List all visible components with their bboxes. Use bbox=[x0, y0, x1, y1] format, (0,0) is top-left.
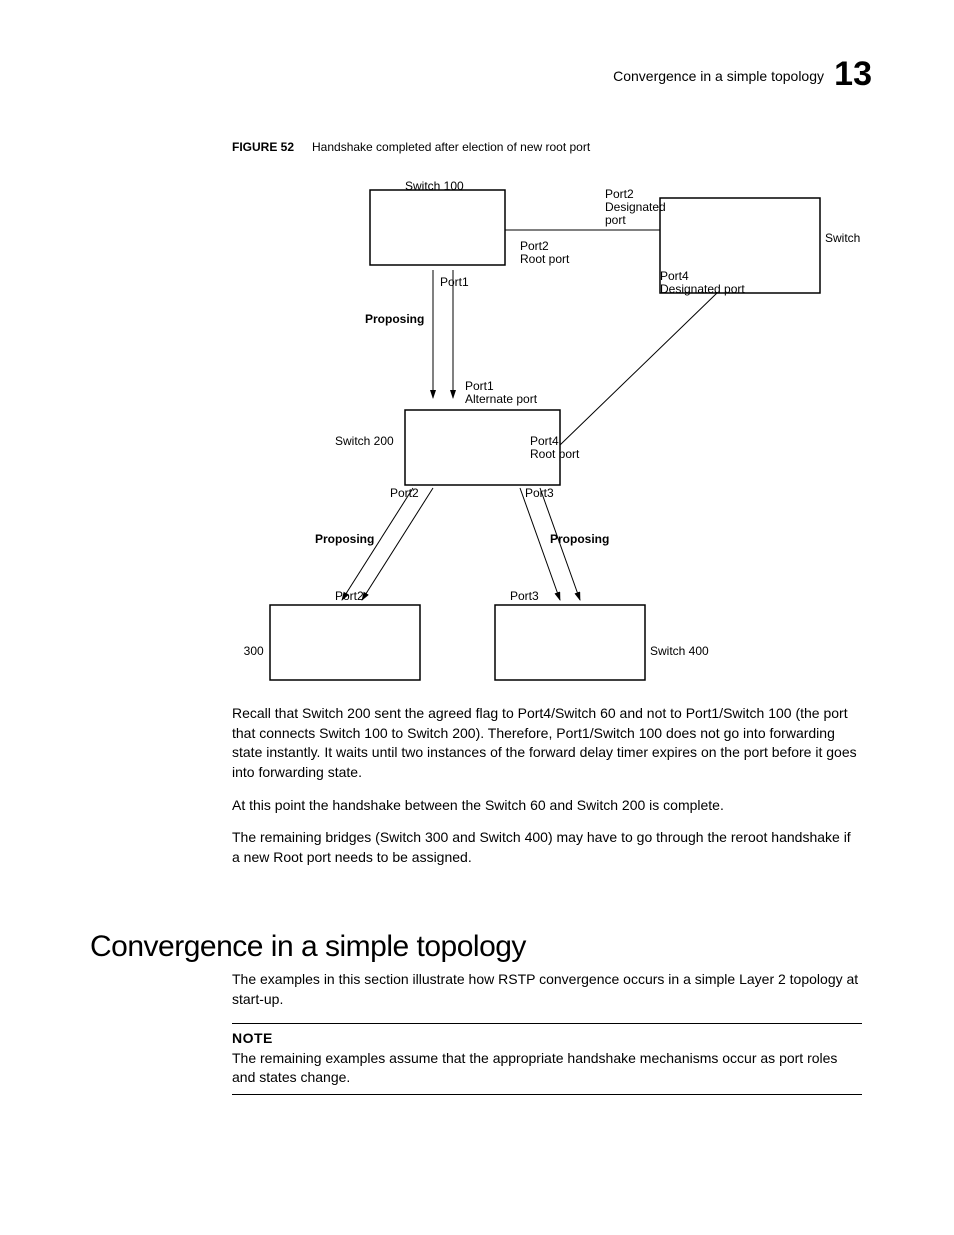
chapter-number: 13 bbox=[834, 55, 872, 94]
paragraph-1: Recall that Switch 200 sent the agreed f… bbox=[232, 704, 862, 782]
svg-text:port: port bbox=[605, 213, 626, 227]
figure-label: FIGURE 52 bbox=[232, 140, 294, 154]
svg-text:Proposing: Proposing bbox=[365, 312, 424, 326]
figure-caption-text: Handshake completed after election of ne… bbox=[312, 140, 590, 154]
note-text: The remaining examples assume that the a… bbox=[232, 1050, 837, 1086]
svg-text:Root port: Root port bbox=[520, 252, 570, 266]
svg-text:Port2: Port2 bbox=[390, 486, 419, 500]
svg-text:Designated: Designated bbox=[605, 200, 666, 214]
svg-text:Designated port: Designated port bbox=[660, 282, 745, 296]
paragraph-2: At this point the handshake between the … bbox=[232, 796, 862, 816]
svg-text:Switch 100: Switch 100 bbox=[405, 179, 464, 193]
svg-text:Switch 60: Switch 60 bbox=[825, 231, 860, 245]
svg-text:Alternate port: Alternate port bbox=[465, 392, 538, 406]
svg-text:Proposing: Proposing bbox=[550, 532, 609, 546]
page: Convergence in a simple topology 13 FIGU… bbox=[0, 0, 954, 1235]
svg-text:Port1: Port1 bbox=[465, 379, 494, 393]
figure-caption: FIGURE 52 Handshake completed after elect… bbox=[232, 140, 590, 154]
svg-text:Switch 200: Switch 200 bbox=[335, 434, 394, 448]
note-box: NOTE The remaining examples assume that … bbox=[232, 1023, 862, 1095]
svg-text:Port2: Port2 bbox=[335, 589, 364, 603]
diagram-svg: Switch 100 Switch 60 Switch 200 Switch 300 S… bbox=[240, 170, 860, 695]
svg-text:Root port: Root port bbox=[530, 447, 580, 461]
section-heading: Convergence in a simple topology bbox=[90, 930, 526, 964]
note-label: NOTE bbox=[232, 1029, 862, 1049]
topology-diagram: Switch 100 Switch 60 Switch 200 Switch 300 S… bbox=[240, 170, 860, 695]
svg-text:Port4: Port4 bbox=[660, 269, 689, 283]
svg-text:Port3: Port3 bbox=[510, 589, 539, 603]
svg-text:Port3: Port3 bbox=[525, 486, 554, 500]
paragraph-3: The remaining bridges (Switch 300 and Sw… bbox=[232, 828, 862, 867]
section-intro: The examples in this section illustrate … bbox=[232, 970, 862, 1009]
page-header-title: Convergence in a simple topology bbox=[613, 68, 824, 84]
svg-text:Port4: Port4 bbox=[530, 434, 559, 448]
svg-text:Port1: Port1 bbox=[440, 275, 469, 289]
svg-text:Proposing: Proposing bbox=[315, 532, 374, 546]
svg-text:Port2: Port2 bbox=[520, 239, 549, 253]
svg-text:Port2: Port2 bbox=[605, 187, 634, 201]
svg-text:Switch 400: Switch 400 bbox=[650, 644, 709, 658]
svg-text:Switch 300: Switch 300 bbox=[240, 644, 264, 658]
